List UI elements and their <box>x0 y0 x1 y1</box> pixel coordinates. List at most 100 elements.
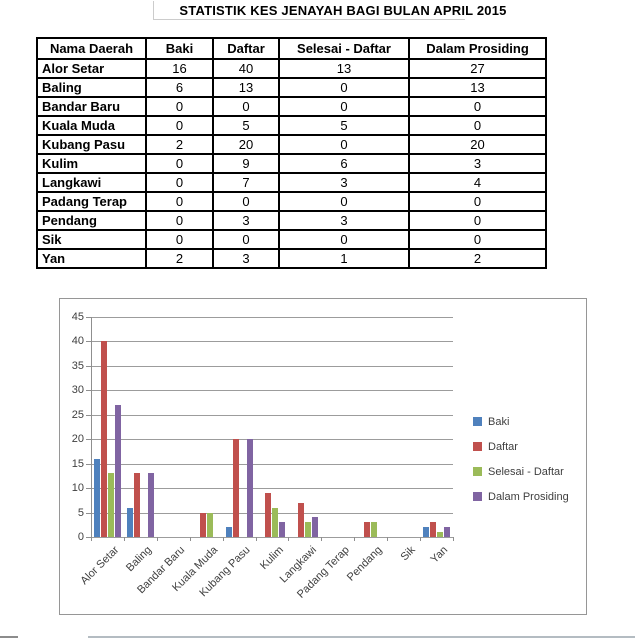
value-cell[interactable]: 3 <box>212 210 280 231</box>
bar-selesai-daftar <box>305 522 312 537</box>
row-label-cell[interactable]: Padang Terap <box>36 191 147 212</box>
table-row: Langkawi 0 7 3 4 <box>36 172 547 193</box>
value-cell[interactable]: 0 <box>145 210 214 231</box>
bar-baki <box>126 508 133 537</box>
gridline <box>91 390 453 391</box>
value-cell[interactable]: 13 <box>408 77 547 98</box>
bar-baki <box>225 527 232 537</box>
legend-swatch <box>473 442 482 451</box>
value-cell[interactable]: 0 <box>408 229 547 250</box>
column-header-2[interactable]: Daftar <box>212 37 280 60</box>
y-axis-label: 45 <box>71 311 84 323</box>
row-label-cell[interactable]: Pendang <box>36 210 147 231</box>
y-axis-label: 0 <box>77 531 84 543</box>
column-header-1[interactable]: Baki <box>145 37 214 60</box>
row-label-cell[interactable]: Bandar Baru <box>36 96 147 117</box>
gridline <box>91 317 453 318</box>
x-axis-tick <box>223 537 224 541</box>
legend-item-selesai-daftar[interactable]: Selesai - Daftar <box>473 459 569 484</box>
legend-item-dalam-prosiding[interactable]: Dalam Prosiding <box>473 484 569 509</box>
value-cell[interactable]: 0 <box>278 77 410 98</box>
value-cell[interactable]: 0 <box>212 96 280 117</box>
row-label-cell[interactable]: Baling <box>36 77 147 98</box>
value-cell[interactable]: 0 <box>145 229 214 250</box>
value-cell[interactable]: 20 <box>212 134 280 155</box>
value-cell[interactable]: 16 <box>145 58 214 79</box>
bar-daftar <box>265 493 272 537</box>
y-axis-tick <box>86 317 91 318</box>
table-row: Kubang Pasu 2 20 0 20 <box>36 134 547 155</box>
row-label-cell[interactable]: Langkawi <box>36 172 147 193</box>
value-cell[interactable]: 4 <box>408 172 547 193</box>
x-axis-tick <box>420 537 421 541</box>
table-body: Alor Setar 16 40 13 27 Baling 6 13 0 13 Bandar Bar… <box>36 58 547 269</box>
value-cell[interactable]: 0 <box>145 172 214 193</box>
value-cell[interactable]: 0 <box>278 229 410 250</box>
bar-baki <box>423 527 430 537</box>
row-label-cell[interactable]: Alor Setar <box>36 58 147 79</box>
bar-baki <box>93 459 100 537</box>
value-cell[interactable]: 0 <box>408 115 547 136</box>
x-axis-label: Kulim <box>257 544 286 572</box>
row-label-cell[interactable]: Sik <box>36 229 147 250</box>
value-cell[interactable]: 2 <box>145 248 214 269</box>
chart-frame[interactable]: Baki Daftar Selesai - Daftar Dalam Prosidin… <box>59 298 587 615</box>
value-cell[interactable]: 0 <box>278 134 410 155</box>
value-cell[interactable]: 5 <box>278 115 410 136</box>
value-cell[interactable]: 0 <box>145 153 214 174</box>
value-cell[interactable]: 20 <box>408 134 547 155</box>
value-cell[interactable]: 0 <box>408 191 547 212</box>
value-cell[interactable]: 2 <box>408 248 547 269</box>
value-cell[interactable]: 40 <box>212 58 280 79</box>
value-cell[interactable]: 5 <box>212 115 280 136</box>
bar-daftar <box>430 522 437 537</box>
bar-daftar <box>100 341 107 537</box>
x-axis-label: Pendang <box>344 544 385 584</box>
column-header-0[interactable]: Nama Daerah <box>36 37 147 60</box>
value-cell[interactable]: 27 <box>408 58 547 79</box>
value-cell[interactable]: 0 <box>212 229 280 250</box>
value-cell[interactable]: 3 <box>278 210 410 231</box>
x-axis-tick <box>387 537 388 541</box>
value-cell[interactable]: 0 <box>145 191 214 212</box>
bar-selesai-daftar <box>437 532 444 537</box>
column-header-3[interactable]: Selesai - Daftar <box>278 37 410 60</box>
value-cell[interactable]: 0 <box>408 210 547 231</box>
gridline <box>91 488 453 489</box>
value-cell[interactable]: 13 <box>278 58 410 79</box>
value-cell[interactable]: 0 <box>145 96 214 117</box>
legend-item-daftar[interactable]: Daftar <box>473 434 569 459</box>
x-axis-tick <box>453 537 454 541</box>
value-cell[interactable]: 0 <box>278 191 410 212</box>
y-axis-tick <box>86 341 91 342</box>
bar-dalam-prosiding <box>147 473 154 537</box>
row-label-cell[interactable]: Kubang Pasu <box>36 134 147 155</box>
value-cell[interactable]: 3 <box>278 172 410 193</box>
value-cell[interactable]: 6 <box>278 153 410 174</box>
value-cell[interactable]: 0 <box>145 115 214 136</box>
value-cell[interactable]: 7 <box>212 172 280 193</box>
row-label-cell[interactable]: Yan <box>36 248 147 269</box>
x-axis-label: Baling <box>124 544 155 575</box>
bar-group-2 <box>157 317 190 537</box>
value-cell[interactable]: 0 <box>212 191 280 212</box>
legend-item-baki[interactable]: Baki <box>473 409 569 434</box>
value-cell[interactable]: 1 <box>278 248 410 269</box>
row-label-cell[interactable]: Kuala Muda <box>36 115 147 136</box>
gridline <box>91 513 453 514</box>
value-cell[interactable]: 2 <box>145 134 214 155</box>
value-cell[interactable]: 13 <box>212 77 280 98</box>
bar-group-5 <box>256 317 289 537</box>
value-cell[interactable]: 6 <box>145 77 214 98</box>
bar-group-3 <box>190 317 223 537</box>
value-cell[interactable]: 3 <box>212 248 280 269</box>
column-header-4[interactable]: Dalam Prosiding <box>408 37 547 60</box>
row-label-cell[interactable]: Kulim <box>36 153 147 174</box>
value-cell[interactable]: 9 <box>212 153 280 174</box>
gridline <box>91 464 453 465</box>
value-cell[interactable]: 3 <box>408 153 547 174</box>
value-cell[interactable]: 0 <box>278 96 410 117</box>
value-cell[interactable]: 0 <box>408 96 547 117</box>
y-axis-label: 10 <box>71 482 84 494</box>
